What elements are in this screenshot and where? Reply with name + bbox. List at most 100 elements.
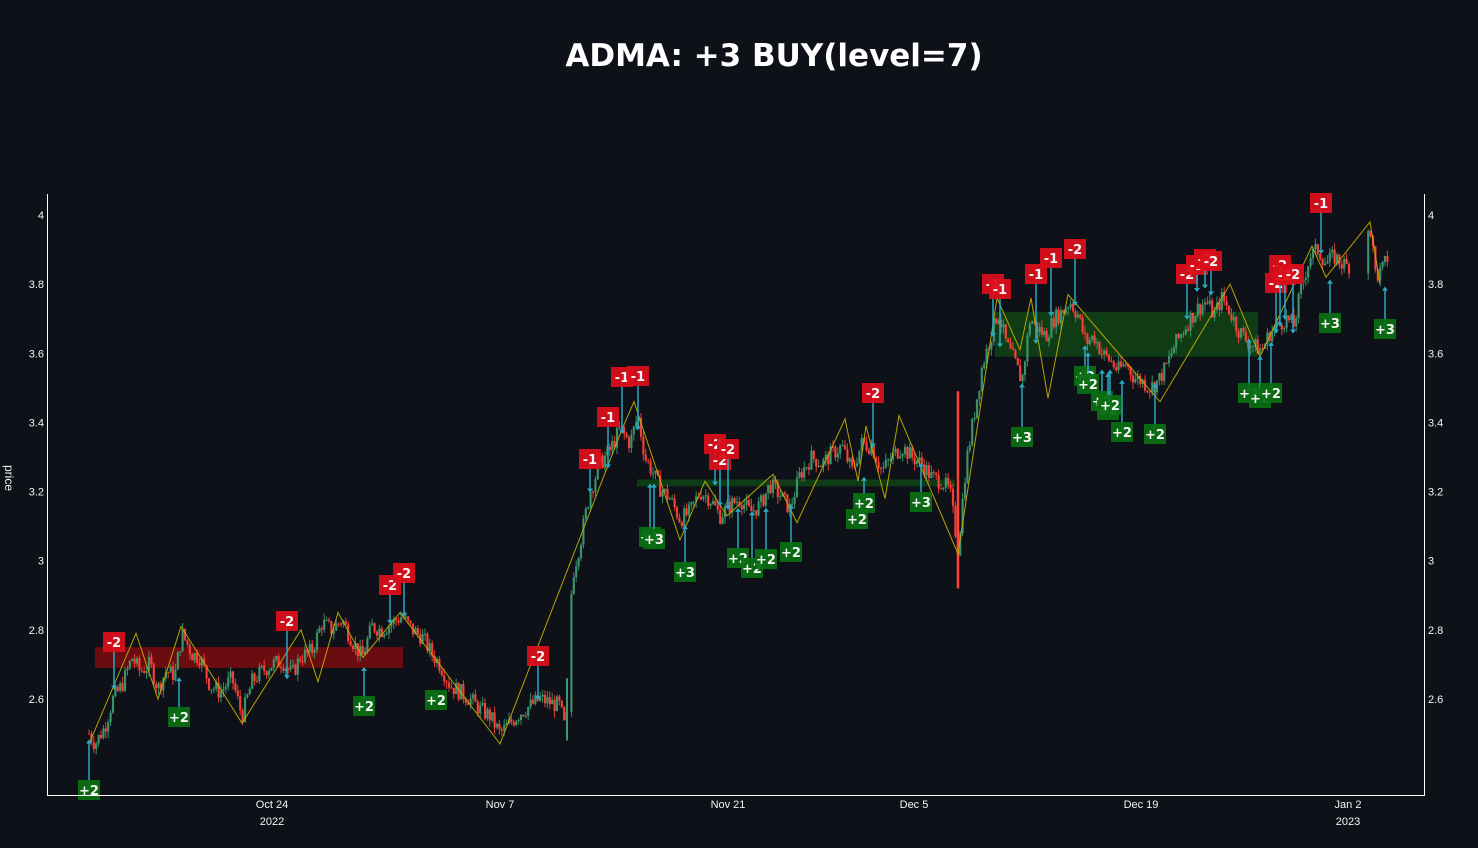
x-tick: Nov 7 (486, 799, 515, 811)
y-axis-right-ticks: 2.6 2.8 3 3.2 3.4 3.6 3.8 4 (1428, 210, 1443, 706)
y-tick-right: 3.6 (1428, 348, 1443, 360)
signal-label: +2 (354, 700, 374, 715)
y-tick-left: 2.8 (29, 625, 44, 637)
buy-signal-marker[interactable]: +2 (853, 476, 875, 513)
signal-label: +2 (847, 513, 867, 528)
sell-signal-marker[interactable]: -2 (862, 383, 884, 448)
signal-label: +3 (911, 496, 931, 511)
y-tick-right: 2.6 (1428, 694, 1443, 706)
signal-label: +2 (169, 711, 189, 726)
y-tick-left: 3.6 (29, 348, 44, 360)
x-tick: Dec 5 (900, 799, 929, 811)
sell-signal-marker[interactable]: -1 (579, 449, 601, 493)
signal-label: -2 (531, 650, 545, 665)
buy-signal-marker[interactable]: +2 (755, 507, 777, 569)
sell-signal-marker[interactable]: -1 (1310, 193, 1332, 255)
y-tick-right: 2.8 (1428, 625, 1443, 637)
sell-signal-marker[interactable]: -1 (1025, 264, 1047, 344)
y-tick-left: 3.8 (29, 279, 44, 291)
signals-layer: +2-2+2-2+2-2-2+2-2-1-1-1-1+3+3+3-2-2-2+2… (78, 193, 1396, 800)
buy-signal-marker[interactable]: +3 (674, 525, 696, 582)
signal-label: +3 (675, 566, 695, 581)
buy-signal-marker[interactable]: +3 (1374, 286, 1396, 339)
buy-signal-marker[interactable]: +2 (353, 666, 375, 716)
buy-signal-marker[interactable]: +3 (643, 483, 665, 549)
zigzag-line (88, 220, 1381, 745)
x-tick: Dec 19 (1124, 799, 1159, 811)
y-tick-right: 3.2 (1428, 487, 1443, 499)
sell-signal-marker[interactable]: -1 (1040, 248, 1062, 317)
buy-signal-marker[interactable]: +2 (1099, 369, 1121, 415)
signal-label: +3 (1012, 431, 1032, 446)
sell-signal-marker[interactable]: -2 (393, 563, 415, 618)
signal-label: -1 (1314, 197, 1328, 212)
buy-signal-marker[interactable]: +2 (780, 504, 802, 562)
zigzag-layer (88, 220, 1381, 745)
signal-label: -1 (1044, 252, 1058, 267)
signal-label: -1 (993, 283, 1007, 298)
buy-signal-marker[interactable]: +3 (1319, 279, 1341, 333)
sell-signal-marker[interactable]: -1 (989, 279, 1011, 348)
zones-layer (95, 311, 1258, 668)
buy-signal-marker[interactable]: +2 (1077, 352, 1099, 394)
x-tick-year: 2023 (1336, 816, 1360, 828)
buy-signal-marker[interactable]: +2 (1111, 379, 1133, 442)
signal-label: -2 (1204, 255, 1218, 270)
y-axis-left-ticks: 2.6 2.8 3 3.2 3.4 3.6 3.8 4 (29, 210, 44, 706)
y-tick-right: 3 (1428, 556, 1434, 568)
signal-label: +2 (1078, 378, 1098, 393)
signal-label: -2 (1068, 243, 1082, 258)
signal-label: -1 (583, 453, 597, 468)
signal-label: +2 (1112, 426, 1132, 441)
signal-label: -2 (397, 567, 411, 582)
signal-label: -2 (280, 615, 294, 630)
signal-label: +2 (781, 546, 801, 561)
sell-signal-marker[interactable]: -2 (527, 646, 549, 700)
signal-label: +2 (426, 694, 446, 709)
signal-label: +2 (756, 553, 776, 568)
buy-signal-marker[interactable]: +2 (168, 677, 190, 727)
sell-signal-marker[interactable]: -2 (1064, 239, 1086, 306)
axes-layer (47, 194, 1425, 796)
signal-label: +2 (1261, 387, 1281, 402)
x-tick: Jan 2 (1335, 799, 1362, 811)
buy-signal-marker[interactable]: +3 (1011, 383, 1033, 447)
sell-signal-marker[interactable]: -2 (1200, 251, 1222, 296)
signal-label: -2 (107, 636, 121, 651)
buy-signal-marker[interactable]: +2 (425, 690, 447, 710)
sell-signal-marker[interactable]: -1 (627, 366, 649, 431)
x-axis-ticks: Oct 24 2022 Nov 7 Nov 21 Dec 5 Dec 19 Jan 2 202… (256, 799, 1362, 828)
signal-label: -2 (721, 443, 735, 458)
y-tick-left: 3.4 (29, 417, 44, 429)
y-axis-label: price (2, 465, 16, 491)
sell-signal-marker[interactable]: -2 (103, 632, 125, 690)
buy-signal-marker[interactable]: +2 (1144, 383, 1166, 444)
signal-label: -1 (615, 371, 629, 386)
signal-label: +2 (1145, 428, 1165, 443)
signal-label: -1 (1029, 268, 1043, 283)
y-tick-right: 4 (1428, 210, 1434, 222)
signal-label: +3 (644, 533, 664, 548)
y-tick-left: 3.2 (29, 487, 44, 499)
buy-signal-marker[interactable]: +3 (910, 462, 932, 512)
y-tick-left: 3 (38, 556, 44, 568)
signal-label: +2 (1100, 399, 1120, 414)
x-tick: Nov 21 (711, 799, 746, 811)
signal-label: +3 (1320, 317, 1340, 332)
sell-signal-marker[interactable]: -1 (597, 407, 619, 469)
x-tick-year: 2022 (260, 816, 284, 828)
buy-signal-marker[interactable]: +2 (1260, 341, 1282, 403)
signal-label: +3 (1375, 323, 1395, 338)
candles-layer (87, 229, 1389, 755)
y-tick-left: 4 (38, 210, 44, 222)
signal-label: +2 (854, 497, 874, 512)
signal-label: -2 (866, 387, 880, 402)
sell-signal-marker[interactable]: -2 (1282, 264, 1304, 334)
sell-signal-marker[interactable]: -2 (717, 439, 739, 510)
sell-signal-marker[interactable]: -2 (276, 611, 298, 680)
y-tick-right: 3.8 (1428, 279, 1443, 291)
signal-label: -2 (1286, 268, 1300, 283)
signal-label: -1 (601, 411, 615, 426)
x-tick: Oct 24 (256, 799, 288, 811)
